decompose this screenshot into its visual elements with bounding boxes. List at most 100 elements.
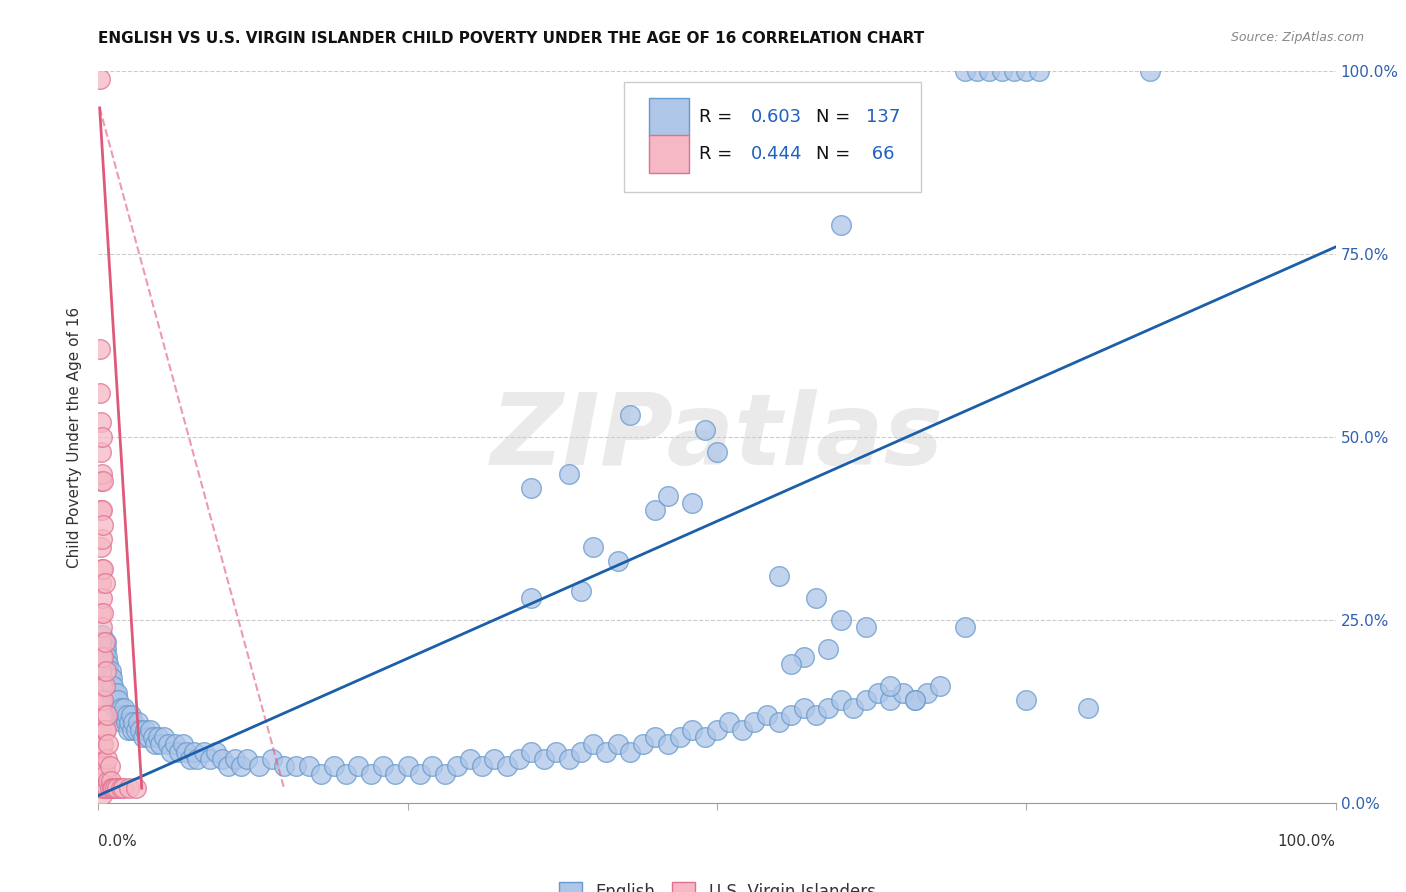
Point (91, 657, 114, 671)
Point (94, 635, 117, 649)
Point (904, 693, 927, 707)
Point (90, 664, 112, 678)
Point (229, 759, 252, 773)
Text: 0.603: 0.603 (751, 109, 801, 127)
Point (103, 700, 125, 714)
Point (112, 708, 135, 723)
Point (90, 606, 112, 620)
Point (100, 773, 122, 788)
Point (107, 693, 129, 707)
Point (101, 672, 124, 686)
Point (879, 679, 901, 693)
Point (582, 540, 605, 554)
Point (298, 759, 321, 773)
Point (693, 730, 716, 744)
Point (91, 708, 114, 723)
Point (569, 583, 592, 598)
Point (98, 759, 121, 773)
Point (1139, 64, 1161, 78)
Point (93, 723, 115, 737)
Point (273, 759, 295, 773)
Point (91, 620, 114, 634)
Legend: English, U.S. Virgin Islanders: English, U.S. Virgin Islanders (553, 875, 882, 892)
Point (360, 766, 382, 780)
Point (149, 737, 172, 751)
Point (90, 540, 112, 554)
Point (93, 606, 115, 620)
Point (108, 708, 131, 723)
Point (104, 693, 127, 707)
Point (114, 715, 136, 730)
Point (93, 657, 115, 671)
Point (93, 664, 115, 678)
FancyBboxPatch shape (624, 82, 921, 192)
Point (520, 591, 543, 605)
Text: 100.0%: 100.0% (1278, 834, 1336, 849)
Point (97, 657, 120, 671)
Point (93, 649, 115, 664)
Point (98, 672, 121, 686)
Point (93, 576, 115, 591)
Point (90, 416, 112, 430)
Point (96, 781, 118, 796)
Point (100, 664, 122, 678)
Point (198, 752, 221, 766)
Point (94, 657, 117, 671)
Point (103, 679, 125, 693)
Point (90, 781, 112, 796)
Point (117, 723, 139, 737)
Point (347, 759, 370, 773)
Point (93, 766, 115, 780)
Point (285, 759, 308, 773)
Point (183, 745, 205, 759)
Point (90, 723, 112, 737)
Point (91, 467, 114, 481)
Point (93, 781, 115, 796)
Point (97, 773, 120, 788)
Point (569, 745, 592, 759)
Point (94, 723, 117, 737)
Point (98, 686, 121, 700)
FancyBboxPatch shape (650, 98, 689, 136)
Point (91, 533, 114, 547)
Point (396, 759, 419, 773)
Point (855, 620, 877, 634)
Point (979, 64, 1001, 78)
Point (508, 752, 530, 766)
Point (97, 679, 120, 693)
Point (97, 737, 120, 751)
Point (97, 664, 120, 678)
Point (110, 700, 132, 714)
Point (121, 723, 143, 737)
Point (93, 642, 115, 657)
Point (224, 752, 246, 766)
Point (533, 752, 555, 766)
Text: R =: R = (699, 109, 738, 127)
Point (124, 781, 146, 796)
Point (93, 759, 115, 773)
Point (866, 686, 889, 700)
Point (101, 686, 124, 700)
Point (1077, 700, 1099, 714)
Point (91, 562, 114, 576)
Point (904, 693, 927, 707)
Point (484, 752, 506, 766)
Point (101, 781, 124, 796)
Point (433, 766, 456, 780)
Point (458, 752, 481, 766)
Point (409, 766, 432, 780)
Text: R =: R = (699, 145, 738, 163)
Point (1015, 64, 1038, 78)
Point (89, 343, 111, 357)
Point (96, 649, 118, 664)
Point (103, 693, 125, 707)
Point (120, 708, 142, 723)
Point (93, 737, 115, 751)
Point (91, 789, 114, 803)
Text: N =: N = (815, 145, 856, 163)
Point (103, 781, 125, 796)
Point (167, 745, 190, 759)
Point (793, 649, 815, 664)
FancyBboxPatch shape (650, 135, 689, 173)
Point (322, 759, 344, 773)
